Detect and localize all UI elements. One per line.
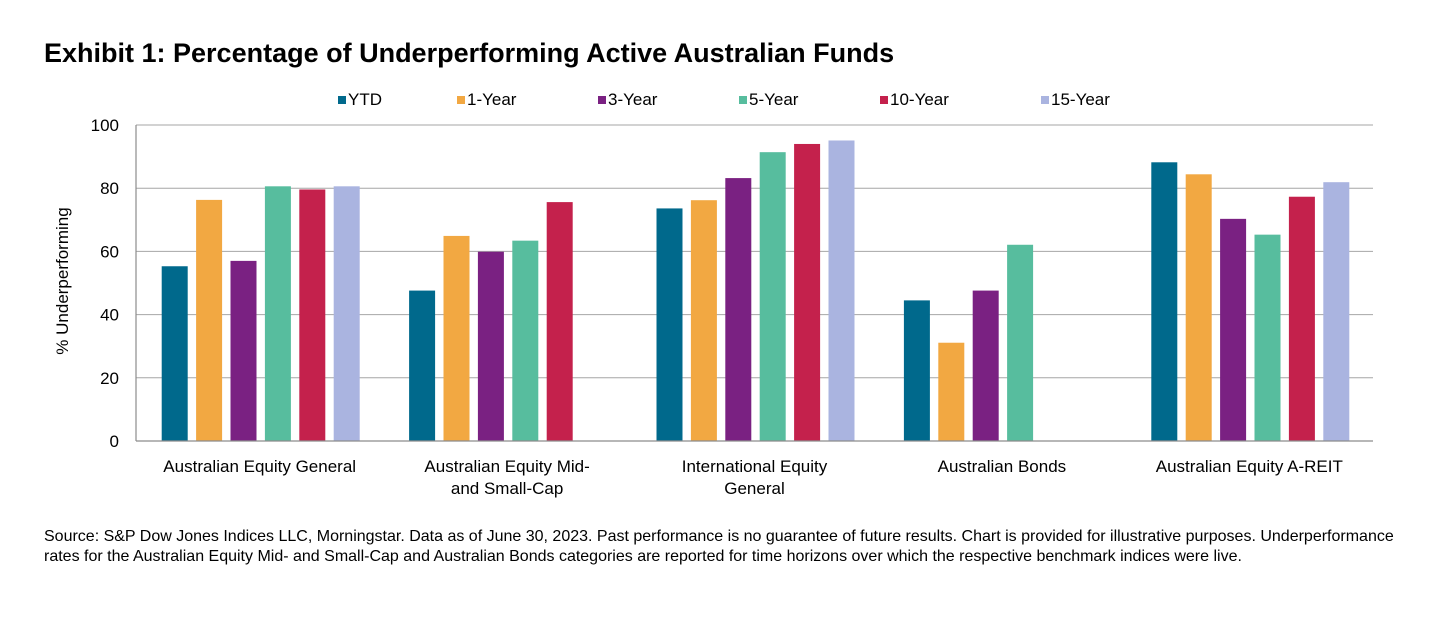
bar-5-year-3 — [1007, 244, 1034, 441]
bar-15-year-2 — [828, 140, 855, 441]
bar-ytd-3 — [903, 300, 930, 441]
y-axis-title: % Underperforming — [53, 207, 72, 354]
bar-3-year-0 — [230, 260, 257, 441]
bar-1-year-0 — [196, 199, 223, 441]
x-category-label: Australian Equity A-REIT — [1156, 457, 1343, 476]
legend-label: 10-Year — [890, 90, 949, 109]
bar-5-year-2 — [759, 152, 786, 441]
bars — [161, 140, 1350, 442]
x-category-label: Australian Bonds — [938, 457, 1067, 476]
bar-ytd-0 — [161, 266, 188, 441]
legend-swatch — [338, 96, 346, 104]
legend-label: 3-Year — [608, 90, 658, 109]
bar-3-year-4 — [1220, 218, 1247, 441]
legend-swatch — [1041, 96, 1049, 104]
bar-15-year-4 — [1323, 182, 1350, 442]
x-category-label: and Small-Cap — [451, 479, 563, 498]
y-tick-label: 0 — [110, 432, 119, 451]
legend-label: 5-Year — [749, 90, 799, 109]
legend-label: 1-Year — [467, 90, 517, 109]
legend-label: YTD — [348, 90, 382, 109]
bar-5-year-0 — [264, 186, 291, 441]
legend-swatch — [880, 96, 888, 104]
y-tick-label: 100 — [91, 116, 119, 135]
x-category-label: International Equity — [682, 457, 828, 476]
bar-3-year-1 — [477, 251, 504, 441]
bar-10-year-0 — [299, 189, 326, 441]
bar-ytd-4 — [1151, 162, 1178, 441]
y-tick-label: 20 — [100, 369, 119, 388]
x-category-label: Australian Equity Mid- — [424, 457, 589, 476]
y-tick-label: 60 — [100, 242, 119, 261]
bar-15-year-0 — [333, 186, 360, 441]
legend-swatch — [457, 96, 465, 104]
legend-label: 15-Year — [1051, 90, 1110, 109]
x-category-label: General — [724, 479, 784, 498]
y-tick-label: 80 — [100, 179, 119, 198]
bar-1-year-3 — [938, 342, 965, 441]
bar-5-year-4 — [1254, 234, 1281, 441]
bar-1-year-4 — [1185, 174, 1212, 441]
bar-1-year-2 — [690, 200, 717, 441]
chart-title: Exhibit 1: Percentage of Underperforming… — [44, 38, 895, 68]
legend-swatch — [598, 96, 606, 104]
bar-5-year-1 — [512, 240, 539, 441]
bar-3-year-3 — [972, 290, 999, 441]
axes: 0 20 40 60 80 100 Australian Equity General Aus… — [91, 116, 1373, 498]
bar-ytd-2 — [656, 208, 683, 441]
bar-10-year-4 — [1288, 196, 1315, 441]
bar-1-year-1 — [443, 235, 470, 441]
bar-ytd-1 — [409, 290, 436, 441]
legend: YTD 1-Year 3-Year 5-Year 10-Year 15-Year — [338, 90, 1110, 109]
bar-3-year-2 — [725, 178, 752, 441]
y-tick-label: 40 — [100, 306, 119, 325]
x-category-label: Australian Equity General — [163, 457, 356, 476]
legend-swatch — [739, 96, 747, 104]
source-note: Source: S&P Dow Jones Indices LLC, Morni… — [44, 528, 1394, 565]
bar-10-year-2 — [794, 143, 821, 441]
bar-10-year-1 — [546, 202, 573, 441]
